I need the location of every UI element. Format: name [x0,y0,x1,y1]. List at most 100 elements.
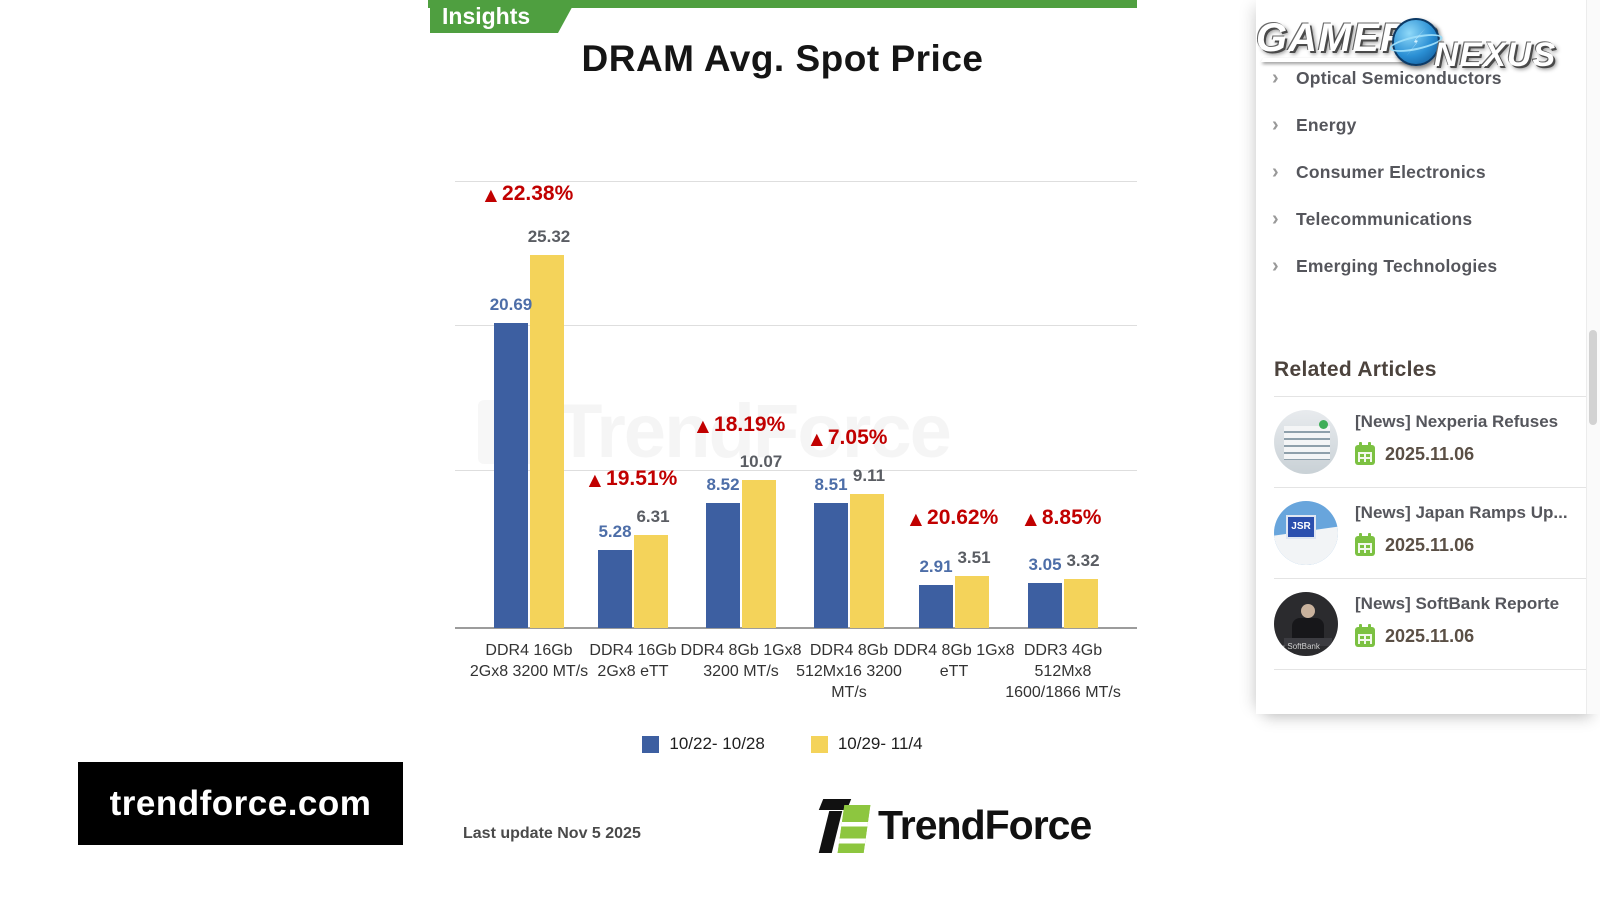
article-date: 2025.11.06 [1385,626,1475,646]
legend-swatch [642,735,660,753]
x-axis-category-label: DDR4 8Gb 1Gx8 eTT [893,642,1015,680]
article-thumbnail: ⚌ SoftBank [1274,592,1338,656]
bar-value-label: 3.51 [957,548,991,567]
bar-value-label: 2.91 [919,557,953,576]
chevron-right-icon: › [1272,67,1279,89]
x-axis-category-label: DDR4 8Gb 512Mx16 3200 MT/s [796,642,902,701]
legend-item: 10/29- 11/4 [810,734,923,754]
sidebar-item-consumer-electronics[interactable]: › Consumer Electronics [1256,149,1600,196]
bar-value-label: 3.32 [1066,551,1100,570]
chevron-right-icon: › [1272,114,1279,136]
gridline [455,181,1137,182]
site-url-text: trendforce.com [109,783,372,823]
gamersnexus-globe-icon [1388,18,1444,66]
article-thumbnail [1274,410,1338,474]
chart-legend: 10/22- 10/28 10/29- 11/4 [428,734,1137,754]
bar-week2[interactable] [742,480,776,628]
bar-value-label: 8.51 [814,475,848,494]
nav-label: Emerging Technologies [1296,256,1498,276]
bar-chart-plot: 20.69 25.32 ▲ 22.38% DDR4 16Gb 2Gx8 3200 MT/… [428,0,1137,900]
nav-label: Telecommunications [1296,209,1473,229]
legend-item: 10/22- 10/28 [642,734,765,754]
up-triangle-icon: ▲ [484,185,498,204]
article-thumbnail: JSR [1274,501,1338,565]
gamersnexus-logo: GAMERS NEXUS [1254,10,1584,80]
bar-week1[interactable] [1028,583,1062,628]
sidebar: › Optical Semiconductors › Energy › Cons… [1256,0,1600,714]
sidebar-item-optical-semiconductors[interactable]: › Optical Semiconductors [1256,55,1600,102]
legend-label: 10/22- 10/28 [669,734,765,753]
bar-value-label: 8.52 [706,475,740,494]
chart-title: DRAM Avg. Spot Price [581,38,984,79]
divider [1274,669,1600,670]
bar-week1[interactable] [706,503,740,628]
sidebar-item-energy[interactable]: › Energy [1256,102,1600,149]
x-axis-line [455,627,1137,629]
top-accent-bar [428,0,1137,8]
up-triangle-icon: ▲ [588,470,602,489]
bar-week2[interactable] [850,494,884,628]
category-nav: › Optical Semiconductors › Energy › Cons… [1256,55,1600,290]
x-axis-category-label: DDR3 4Gb 512Mx8 1600/1866 MT/s [1005,642,1121,701]
calendar-icon [1355,441,1375,465]
article-title[interactable]: [News] Nexperia Refuses [1355,412,1559,431]
bar-week2[interactable] [955,576,989,628]
gridline [455,325,1137,326]
last-update-label: Last update Nov 5 2025 [463,825,641,842]
sidebar-item-emerging-technologies[interactable]: › Emerging Technologies [1256,243,1600,290]
bar-week2[interactable] [530,255,564,628]
insights-badge: Insights [430,0,576,33]
trendforce-logo-text: TrendForce [878,801,1092,848]
nav-label: Optical Semiconductors [1296,68,1502,88]
chevron-right-icon: › [1272,208,1279,230]
chevron-right-icon: › [1272,161,1279,183]
bar-week1[interactable] [814,503,848,628]
legend-label: 10/29- 11/4 [837,734,923,753]
gridline [455,470,1137,471]
up-triangle-icon: ▲ [810,429,823,448]
article-title[interactable]: [News] Japan Ramps Up... [1355,503,1568,522]
bar-week1[interactable] [598,550,632,628]
up-triangle-icon: ▲ [1024,509,1037,528]
article-title[interactable]: [News] SoftBank Reporte [1355,594,1560,613]
change-percent-label: ▲ 18.19% [696,413,786,436]
chart-panel: Insights DRAM Avg. Spot Price TrendForce… [428,0,1137,900]
bar-value-label: 5.28 [598,522,632,541]
x-axis-category-label: DDR4 16Gb 2Gx8 eTT [589,642,677,680]
related-article-3[interactable]: ⚌ SoftBank [News] SoftBank Reporte 2025.… [1256,579,1600,669]
bar-week2[interactable] [634,535,668,628]
article-date: 2025.11.06 [1385,444,1475,464]
divider [1274,396,1600,397]
trendforce-logo-icon [818,797,871,853]
related-article-1[interactable]: [News] Nexperia Refuses 2025.11.06 [1256,397,1600,487]
chevron-right-icon: › [1272,255,1279,277]
trendforce-logo: TrendForce [818,797,1092,853]
related-articles-section: Related Articles [News] Nexperia Refuses… [1256,350,1600,670]
bar-value-label: 20.69 [489,295,533,314]
gamersnexus-logo-right: NEXUS [1434,36,1557,74]
legend-swatch [810,735,828,753]
related-article-2[interactable]: JSR [News] Japan Ramps Up... 2025.11.06 [1256,488,1600,578]
sidebar-item-telecommunications[interactable]: › Telecommunications [1256,196,1600,243]
scrollbar[interactable] [1586,0,1600,714]
calendar-icon [1355,532,1375,556]
divider [1274,578,1600,579]
scrollbar-thumb[interactable] [1589,330,1597,425]
x-axis-category-label: DDR4 16Gb 2Gx8 3200 MT/s [469,642,589,680]
nav-label: Consumer Electronics [1296,162,1486,182]
bar-week1[interactable] [919,585,953,628]
up-triangle-icon: ▲ [696,416,710,435]
bar-value-label: 25.32 [527,227,571,246]
change-percent-label: ▲ 19.51% [588,467,678,490]
bar-week1[interactable] [494,323,528,628]
gamersnexus-logo-underline [1260,58,1414,62]
nav-label: Energy [1296,115,1357,135]
bar-value-label: 3.05 [1028,555,1062,574]
bar-week2[interactable] [1064,579,1098,628]
up-triangle-icon: ▲ [909,509,923,528]
site-url-overlay: trendforce.com [78,762,403,845]
bar-value-label: 6.31 [636,507,670,526]
change-percent-label: ▲ 8.85% [1024,506,1102,529]
article-date: 2025.11.06 [1385,535,1475,555]
